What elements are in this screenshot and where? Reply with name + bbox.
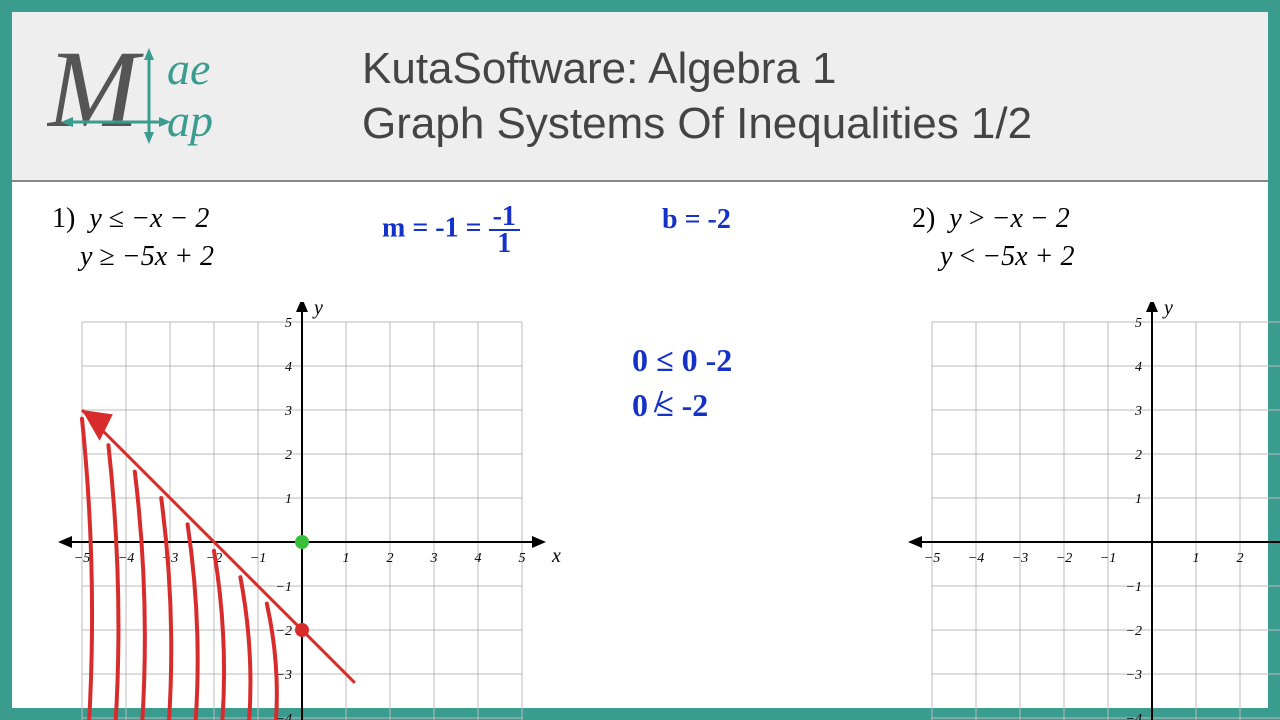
problem-2: 2) y > −x − 2 y < −5x + 2 <box>912 200 1074 276</box>
svg-text:3: 3 <box>430 551 438 566</box>
problem-2-eqs: 2) y > −x − 2 y < −5x + 2 <box>912 200 1074 276</box>
svg-text:1: 1 <box>285 492 292 507</box>
graph-2: −5−4−3−2−112345−5−4−3−2−112345xy <box>892 302 1280 720</box>
svg-text:−5: −5 <box>924 551 940 566</box>
logo-svg: M ae ap <box>47 26 307 166</box>
svg-text:−3: −3 <box>1126 668 1142 683</box>
graph-1-svg: −5−4−3−2−112345−5−4−3−2−112345xy <box>42 302 572 720</box>
logo: M ae ap <box>12 12 342 180</box>
problem-2-number: 2) <box>912 203 935 234</box>
title-line-1: KutaSoftware: Algebra 1 <box>362 41 1248 96</box>
svg-text:1: 1 <box>343 551 350 566</box>
svg-text:−1: −1 <box>1126 580 1142 595</box>
problem-1-eqs: 1) y ≤ −x − 2 y ≥ −5x + 2 <box>52 200 214 276</box>
svg-text:y: y <box>1162 302 1173 319</box>
svg-text:−2: −2 <box>276 624 292 639</box>
svg-text:5: 5 <box>1135 316 1142 331</box>
svg-text:−4: −4 <box>118 551 134 566</box>
svg-text:3: 3 <box>284 404 292 419</box>
svg-text:M: M <box>47 28 144 150</box>
svg-text:5: 5 <box>285 316 292 331</box>
svg-text:−1: −1 <box>1100 551 1116 566</box>
logo-text-top: ae <box>167 43 210 94</box>
svg-text:y: y <box>312 302 323 319</box>
svg-text:−1: −1 <box>250 551 266 566</box>
svg-text:2: 2 <box>285 448 292 463</box>
logo-text-bottom: ap <box>167 95 213 146</box>
svg-text:4: 4 <box>285 360 292 375</box>
svg-text:5: 5 <box>519 551 526 566</box>
title-line-2: Graph Systems Of Inequalities 1/2 <box>362 96 1248 151</box>
svg-text:−4: −4 <box>1126 712 1142 720</box>
svg-text:2: 2 <box>1135 448 1142 463</box>
hand-check1: 0 ≤ 0 -2 <box>632 342 732 379</box>
content: 1) y ≤ −x − 2 y ≥ −5x + 2 2) y > −x − 2 … <box>12 182 1268 708</box>
svg-text:x: x <box>551 545 561 567</box>
svg-text:2: 2 <box>387 551 394 566</box>
hand-check2: 0 ≤/ -2 <box>632 387 708 424</box>
svg-text:3: 3 <box>1134 404 1142 419</box>
svg-text:4: 4 <box>1135 360 1142 375</box>
svg-text:4: 4 <box>475 551 482 566</box>
title-box: KutaSoftware: Algebra 1 Graph Systems Of… <box>342 12 1268 180</box>
problem-1-number: 1) <box>52 203 75 234</box>
svg-text:−1: −1 <box>276 580 292 595</box>
svg-text:−4: −4 <box>968 551 984 566</box>
graph-1: −5−4−3−2−112345−5−4−3−2−112345xy <box>42 302 572 720</box>
svg-text:−2: −2 <box>1126 624 1142 639</box>
svg-text:−2: −2 <box>1056 551 1072 566</box>
graph-2-svg: −5−4−3−2−112345−5−4−3−2−112345xy <box>892 302 1280 720</box>
svg-text:−5: −5 <box>74 551 90 566</box>
hand-m: m = -1 = -1 1 <box>382 204 520 256</box>
header: M ae ap KutaSoftware: Algebra 1 Graph Sy… <box>12 12 1268 182</box>
hand-b: b = -2 <box>662 204 731 236</box>
svg-text:−3: −3 <box>1012 551 1028 566</box>
svg-text:1: 1 <box>1135 492 1142 507</box>
problem-1: 1) y ≤ −x − 2 y ≥ −5x + 2 <box>52 200 214 276</box>
svg-text:2: 2 <box>1237 551 1244 566</box>
svg-text:1: 1 <box>1193 551 1200 566</box>
app-frame: M ae ap KutaSoftware: Algebra 1 Graph Sy… <box>0 0 1280 720</box>
